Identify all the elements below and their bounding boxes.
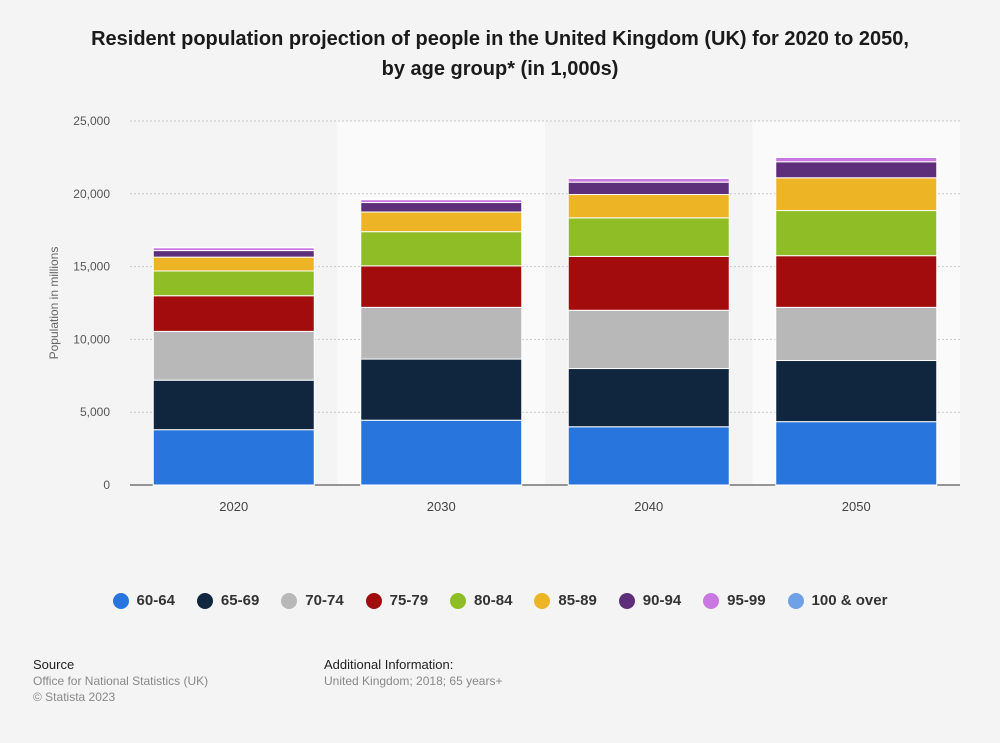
bar-segment [567, 194, 730, 219]
y-tick-label: 5,000 [80, 405, 110, 419]
legend-swatch [365, 592, 382, 609]
bar-segment [775, 156, 938, 158]
chart-title-line-1: Resident population projection of people… [91, 28, 909, 50]
source-block: Source Office for National Statistics (U… [33, 657, 208, 705]
additional-info-line-1: United Kingdom; 2018; 65 years+ [324, 674, 503, 688]
legend-swatch [703, 592, 720, 609]
legend-label: 75-79 [389, 592, 429, 609]
bar-segment [360, 231, 523, 267]
bar-segment [360, 198, 523, 201]
bar-segment [360, 306, 523, 360]
legend-label: 70-74 [305, 592, 344, 609]
chart-title: Resident population projection of people… [40, 24, 960, 84]
bar-segment [152, 429, 315, 486]
bar-segment [567, 368, 730, 428]
bar-segment [775, 255, 938, 308]
legend-swatch [450, 592, 467, 609]
bar-segment [775, 161, 938, 179]
legend-item[interactable]: 85-89 [534, 592, 597, 609]
legend-label: 80-84 [474, 592, 513, 609]
bar-segment [360, 211, 523, 233]
x-tick-label: 2050 [842, 499, 871, 514]
bar-segment [775, 177, 938, 212]
legend-item[interactable]: 60-64 [112, 592, 175, 609]
stacked-bar-chart: 0 5,000 10,000 15,000 20,000 25,000 2020 2030 20… [47, 114, 960, 514]
y-tick-label: 10,000 [73, 332, 110, 346]
y-tick-label: 15,000 [73, 260, 110, 274]
source-line-1: Office for National Statistics (UK) [33, 674, 209, 688]
bar-segment [567, 177, 730, 180]
legend-item[interactable]: 95-99 [703, 592, 766, 609]
bar-segment [775, 421, 938, 486]
bar-segment [152, 379, 315, 431]
additional-info-heading: Additional Information: [324, 657, 454, 672]
bar-segment [567, 181, 730, 196]
bar-segment [567, 309, 730, 370]
legend-label: 95-99 [727, 592, 766, 609]
legend-item[interactable]: 80-84 [450, 592, 512, 609]
x-tick-label: 2020 [219, 499, 248, 514]
y-tick-label: 25,000 [73, 114, 110, 128]
legend-swatch [618, 592, 635, 609]
bar-segment [360, 265, 523, 308]
x-tick-label: 2030 [427, 499, 456, 514]
bar-segment [152, 295, 315, 332]
bar-segment [152, 256, 315, 272]
legend-label: 65-69 [220, 592, 260, 609]
source-line-2: © Statista 2023 [33, 690, 116, 704]
legend-label: 100 & over [811, 592, 888, 609]
bar-segment [360, 202, 523, 213]
legend-item[interactable]: 70-74 [281, 592, 344, 609]
legend-swatch [196, 592, 213, 609]
bar-segment [152, 330, 315, 381]
legend-swatch [281, 592, 298, 609]
bar-segment [775, 210, 938, 257]
y-axis-title: Population in millions [47, 247, 61, 360]
y-tick-label: 0 [103, 478, 110, 492]
legend-item[interactable]: 75-79 [365, 592, 429, 609]
legend-item[interactable]: 90-94 [618, 592, 682, 609]
chart-title-line-2: by age group* (in 1,000s) [381, 58, 619, 80]
legend-label: 90-94 [642, 592, 682, 609]
bar-segment [567, 178, 730, 183]
additional-info-block: Additional Information: United Kingdom; … [324, 657, 502, 689]
bar-segment [152, 270, 315, 297]
legend-item[interactable]: 100 & over [787, 592, 888, 609]
bar-segment [567, 255, 730, 311]
bar-segment [360, 358, 523, 421]
source-heading: Source [33, 657, 75, 672]
bar-segment [152, 250, 315, 258]
legend-swatch [534, 592, 551, 609]
bar-segment [567, 217, 730, 257]
legend-label: 85-89 [558, 592, 597, 609]
legend-swatch [787, 592, 804, 609]
bar-segment [567, 426, 730, 486]
bar-segment [775, 360, 938, 423]
bar-segment [775, 156, 938, 163]
legend-item[interactable]: 65-69 [196, 592, 260, 609]
y-tick-label: 20,000 [73, 187, 110, 201]
bar-segment [360, 419, 523, 486]
x-tick-label: 2040 [634, 499, 663, 514]
bar-segment [775, 306, 938, 362]
chart-legend: 60-64 65-69 70-74 75-79 80-84 85-89 90-94 95-99… [0, 592, 1000, 609]
legend-label: 60-64 [136, 592, 175, 609]
legend-swatch [112, 592, 129, 609]
